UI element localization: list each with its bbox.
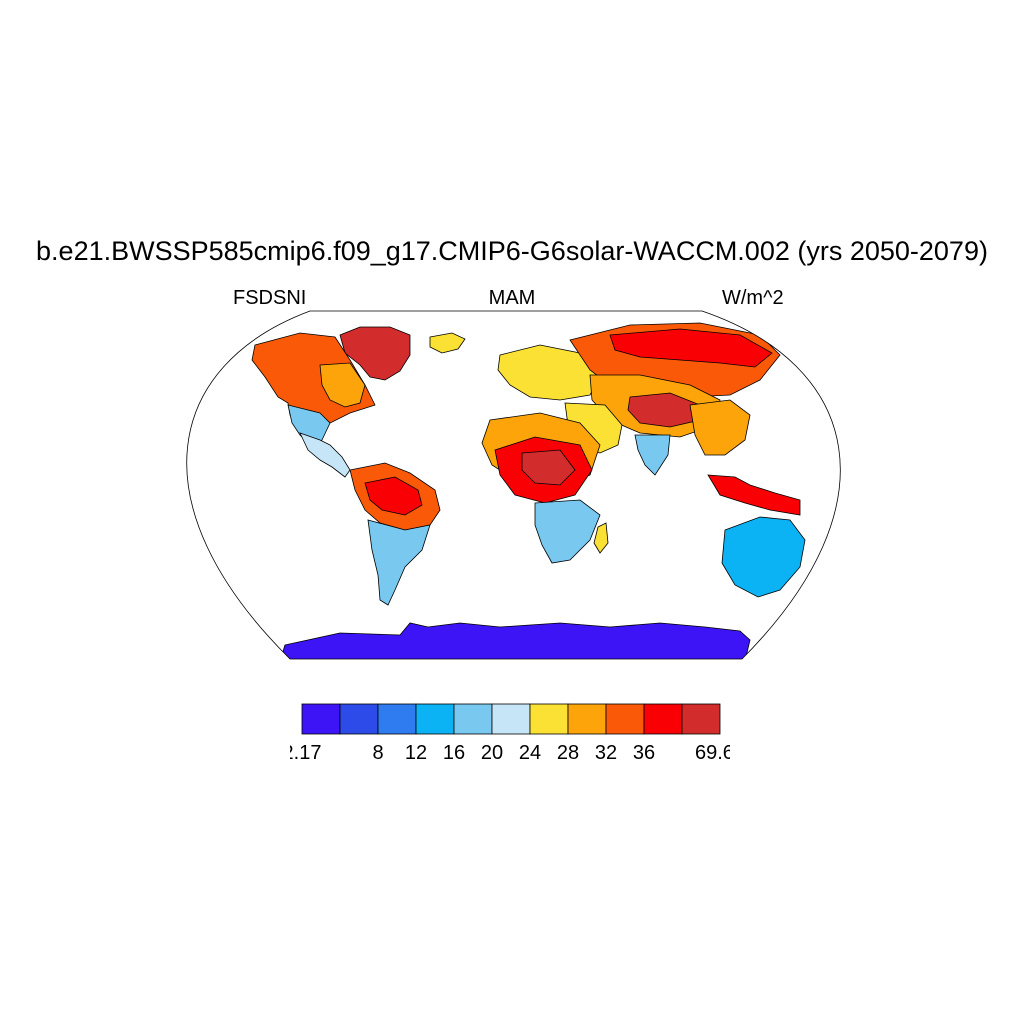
region-indonesia <box>707 474 801 516</box>
colorbar-swatch <box>605 703 645 735</box>
region-tibet <box>627 392 701 428</box>
colorbar-swatch <box>453 703 493 735</box>
colorbar-label: 69.66 <box>695 742 730 764</box>
colorbar-swatch <box>643 703 683 735</box>
colorbar: 2.17 8 12 16 20 24 28 32 36 69.66 <box>290 703 730 764</box>
colorbar-swatch <box>339 703 379 735</box>
map-outline <box>186 310 841 660</box>
region-australia <box>721 516 806 598</box>
season-label: MAM <box>488 287 536 309</box>
variable-name: FSDSNI <box>233 287 307 309</box>
colorbar-label: 20 <box>481 742 503 764</box>
region-south-america-south <box>367 519 431 606</box>
colorbar-swatch <box>301 703 341 735</box>
colorbar-swatch <box>377 703 417 735</box>
colorbar-label: 32 <box>595 742 617 764</box>
colorbar-swatch <box>529 703 569 735</box>
region-southern-africa <box>534 499 601 564</box>
colorbar-label: 28 <box>557 742 579 764</box>
region-sahara-core <box>521 449 576 486</box>
region-iceland <box>429 332 466 354</box>
colorbar-label: 36 <box>633 742 655 764</box>
colorbar-label: 2.17 <box>290 742 321 764</box>
region-mexico <box>299 432 351 478</box>
colorbar-label: 24 <box>519 742 541 764</box>
colorbar-label: 8 <box>372 742 383 764</box>
region-amazon <box>364 476 423 516</box>
region-greenland <box>339 326 411 381</box>
units-label: W/m^2 <box>722 287 784 309</box>
region-madagascar <box>593 522 609 554</box>
world-map <box>186 310 841 660</box>
region-antarctica <box>279 622 751 659</box>
region-siberia <box>609 328 773 368</box>
plot-title: b.e21.BWSSP585cmip6.f09_g17.CMIP6-G6sola… <box>36 236 988 266</box>
region-canada-east <box>319 362 366 408</box>
colorbar-label: 16 <box>443 742 465 764</box>
region-east-asia <box>689 399 751 456</box>
region-india <box>634 434 671 476</box>
colorbar-swatch <box>681 703 721 735</box>
region-europe <box>497 344 601 401</box>
colorbar-swatch <box>567 703 607 735</box>
colorbar-label: 12 <box>405 742 427 764</box>
region-new-zealand <box>817 566 836 598</box>
colorbar-swatch <box>491 703 531 735</box>
colorbar-swatch <box>415 703 455 735</box>
